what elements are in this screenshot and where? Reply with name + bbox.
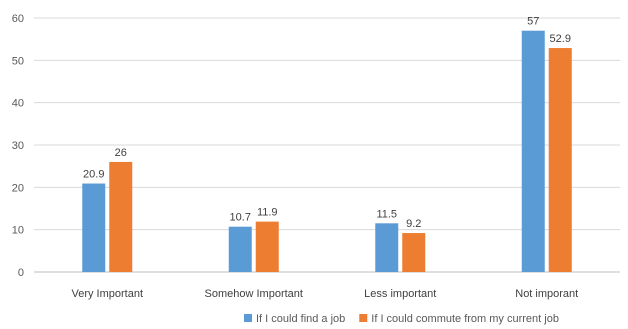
y-tick-label: 10 bbox=[12, 225, 24, 237]
data-label: 11.9 bbox=[257, 207, 278, 219]
category-label: Very Important bbox=[71, 288, 143, 300]
x-axis-categories: Very Important Somehow Important Less impo… bbox=[71, 288, 578, 300]
y-tick-label: 60 bbox=[12, 13, 24, 25]
y-tick-label: 50 bbox=[12, 55, 24, 67]
legend: If I could find a job If I could commute … bbox=[244, 313, 559, 325]
legend-swatch bbox=[359, 314, 368, 322]
bar bbox=[82, 183, 106, 272]
data-label: 57 bbox=[527, 16, 539, 28]
category-label: Not imporant bbox=[515, 288, 578, 300]
bar bbox=[375, 223, 399, 272]
bar bbox=[548, 48, 572, 272]
y-tick-label: 30 bbox=[12, 140, 24, 152]
bar bbox=[255, 221, 279, 272]
bar bbox=[109, 161, 133, 272]
y-tick-label: 0 bbox=[18, 267, 24, 279]
category-label: Less important bbox=[364, 288, 436, 300]
bar bbox=[521, 30, 545, 273]
data-label: 20.9 bbox=[83, 169, 104, 181]
bars bbox=[82, 30, 572, 273]
data-label: 26 bbox=[115, 147, 127, 159]
legend-swatch bbox=[244, 314, 252, 322]
data-label: 11.5 bbox=[376, 208, 397, 220]
legend-label: If I could commute from my current job bbox=[371, 313, 559, 325]
data-labels: 20.9 26 10.7 11.9 11.5 9.2 57 52.9 bbox=[83, 16, 571, 230]
category-label: Somehow Important bbox=[205, 288, 303, 300]
data-label: 10.7 bbox=[230, 212, 251, 224]
data-label: 9.2 bbox=[406, 218, 421, 230]
legend-label: If I could find a job bbox=[256, 313, 345, 325]
bar bbox=[228, 226, 252, 272]
y-tick-label: 40 bbox=[12, 98, 24, 110]
bar bbox=[402, 233, 426, 272]
data-label: 52.9 bbox=[550, 33, 571, 45]
y-axis-ticks: 0 10 20 30 40 50 60 bbox=[12, 13, 24, 279]
y-tick-label: 20 bbox=[12, 182, 24, 194]
